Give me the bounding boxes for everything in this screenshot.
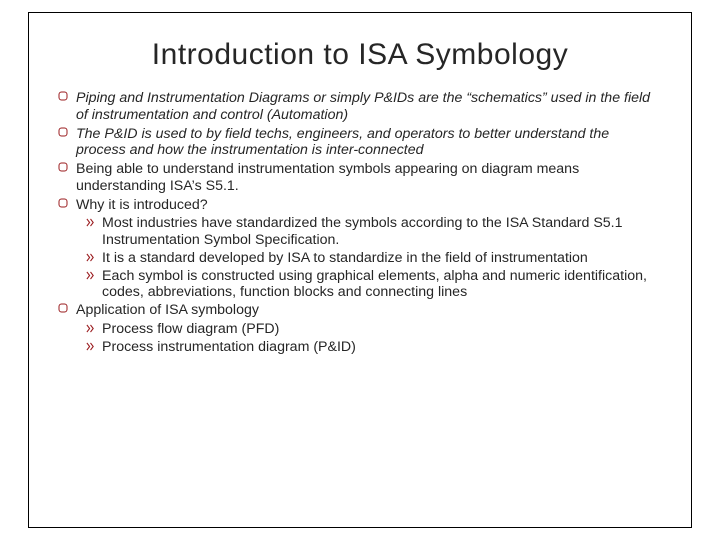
sub-bullet-item: Process instrumentation diagram (P&ID) [58,339,662,356]
sub-bullet-text: Process flow diagram (PFD) [102,321,279,337]
bullet-item: Application of ISA symbology [58,302,662,319]
bullet-item: Being able to understand instrumentation… [58,161,662,195]
bullet-text: Being able to understand instrumentation… [76,161,579,194]
sub-bullet-icon [86,253,95,262]
sub-bullet-text: Each symbol is constructed using graphic… [102,268,647,301]
sub-bullet-text: Most industries have standardized the sy… [102,215,623,248]
sub-bullet-item: Each symbol is constructed using graphic… [58,268,662,302]
sub-bullet-item: Process flow diagram (PFD) [58,321,662,338]
bullet-text: The P&ID is used to by field techs, engi… [76,126,609,159]
bullet-text: Why it is introduced? [76,197,208,213]
slide-content: Piping and Instrumentation Diagrams or s… [52,90,668,355]
sub-bullet-icon [86,218,95,227]
sub-bullet-icon [86,271,95,280]
slide-title: Introduction to ISA Symbology [52,38,668,72]
slide: Introduction to ISA Symbology Piping and… [0,0,720,540]
bullet-text: Piping and Instrumentation Diagrams or s… [76,90,650,123]
bullet-icon [58,198,68,208]
sub-bullet-icon [86,324,95,333]
bullet-item: Why it is introduced? [58,197,662,214]
bullet-item: The P&ID is used to by field techs, engi… [58,126,662,160]
bullet-text: Application of ISA symbology [76,302,259,318]
bullet-icon [58,303,68,313]
sub-bullet-text: It is a standard developed by ISA to sta… [102,250,588,266]
bullet-item: Piping and Instrumentation Diagrams or s… [58,90,662,124]
bullet-icon [58,127,68,137]
bullet-icon [58,91,68,101]
sub-bullet-icon [86,342,95,351]
bullet-icon [58,162,68,172]
sub-bullet-item: It is a standard developed by ISA to sta… [58,250,662,267]
sub-bullet-text: Process instrumentation diagram (P&ID) [102,339,356,355]
sub-bullet-item: Most industries have standardized the sy… [58,215,662,249]
